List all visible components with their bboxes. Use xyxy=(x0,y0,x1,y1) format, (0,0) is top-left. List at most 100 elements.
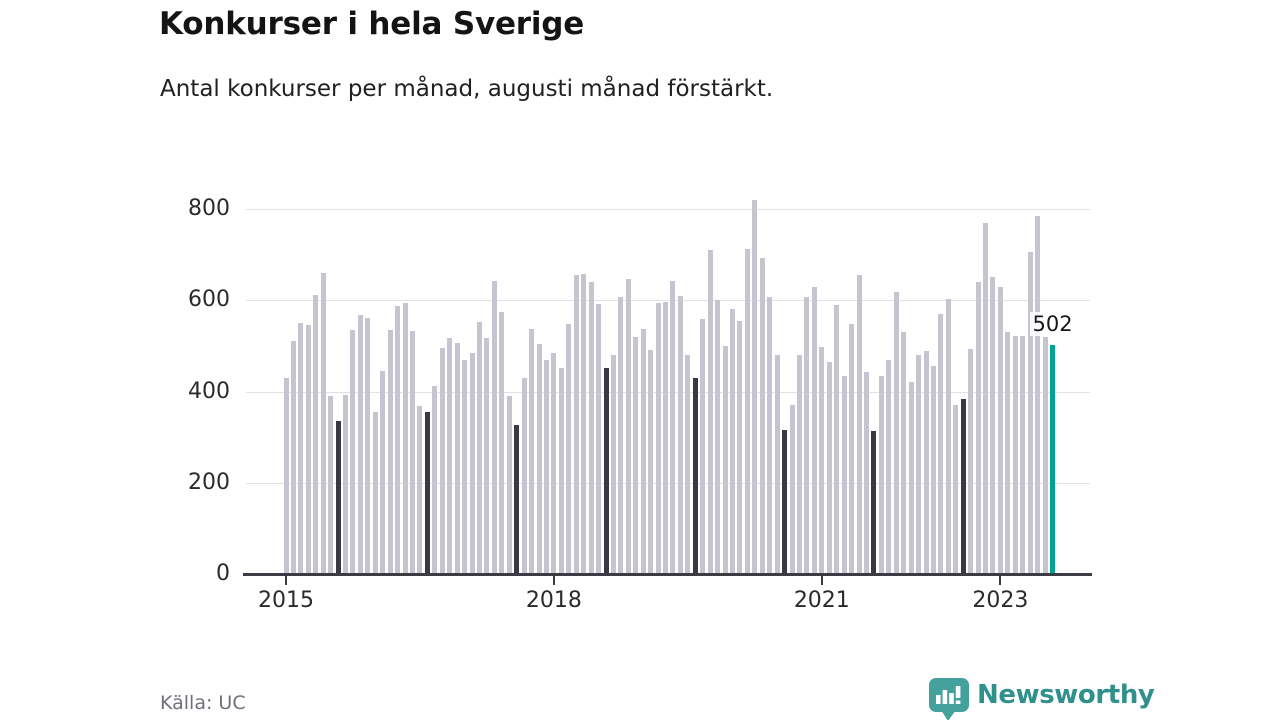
chart-title: Konkurser i hela Sverige xyxy=(159,6,585,42)
bar-month xyxy=(640,328,646,574)
bar-month xyxy=(737,320,743,574)
brand-name: Newsworthy xyxy=(977,680,1155,710)
x-axis-line xyxy=(243,573,1092,576)
y-axis-label: 0 xyxy=(216,561,230,586)
bar-month xyxy=(916,354,922,574)
bar-month xyxy=(313,294,319,574)
bar-month xyxy=(677,295,683,574)
bar-august xyxy=(871,430,877,574)
bar-month xyxy=(625,278,631,574)
bar-month xyxy=(811,287,817,574)
y-axis-label: 400 xyxy=(188,379,230,404)
bar-month xyxy=(380,370,386,574)
bar-month xyxy=(588,282,594,574)
bar-month xyxy=(1027,251,1033,574)
bar-month xyxy=(298,323,304,574)
bar-month xyxy=(715,300,721,574)
bar-month xyxy=(834,304,840,574)
source-label: Källa: UC xyxy=(160,692,246,714)
newsworthy-logo[interactable]: Newsworthy xyxy=(928,676,1155,720)
bar-month xyxy=(633,336,639,574)
chart-subtitle: Antal konkurser per månad, augusti månad… xyxy=(160,76,774,102)
bar-month xyxy=(930,365,936,574)
bar-month xyxy=(663,302,669,574)
x-axis-tick xyxy=(999,576,1002,585)
bar-august xyxy=(603,367,609,574)
bar-month xyxy=(543,360,549,574)
bar-month xyxy=(529,328,535,574)
x-axis-label: 2023 xyxy=(972,588,1029,613)
y-axis-label: 600 xyxy=(188,287,230,312)
value-label: 502 xyxy=(1029,311,1076,336)
x-axis-label: 2018 xyxy=(525,588,582,613)
bar-month xyxy=(1012,335,1018,574)
bar-month xyxy=(387,329,393,574)
bar-month xyxy=(730,309,736,574)
bar-month xyxy=(551,353,557,574)
bar-month xyxy=(402,302,408,574)
bar-month xyxy=(328,396,334,574)
bar-month xyxy=(410,330,415,574)
bar-month xyxy=(789,405,795,574)
bar-month xyxy=(983,222,989,574)
bar-month xyxy=(700,318,706,574)
bar-month xyxy=(283,377,289,574)
x-axis-label: 2015 xyxy=(258,588,314,613)
bar-month xyxy=(878,375,884,574)
newsworthy-speech-bubble-chart-icon xyxy=(929,678,969,720)
gridline xyxy=(246,300,1090,301)
bar-month xyxy=(923,350,929,574)
x-axis-tick xyxy=(820,576,823,585)
bar-month xyxy=(521,377,527,574)
bar-month xyxy=(796,355,802,574)
bar-month xyxy=(573,275,579,574)
bar-month xyxy=(938,314,944,574)
x-axis-label: 2021 xyxy=(793,588,850,613)
bar-month xyxy=(581,273,587,574)
bar-month xyxy=(908,382,914,574)
bar-month xyxy=(357,314,363,574)
bar-month xyxy=(655,302,661,574)
bar-month xyxy=(841,375,847,574)
bar-month xyxy=(558,367,564,574)
bar-month xyxy=(618,297,624,574)
gridline xyxy=(246,209,1090,210)
bar-month xyxy=(506,396,512,574)
bar-month xyxy=(454,343,460,574)
bar-month xyxy=(849,324,855,574)
bar-month xyxy=(417,406,423,574)
bar-month xyxy=(432,386,438,574)
bar-month xyxy=(305,325,311,574)
bar-month xyxy=(499,311,505,574)
bar-month xyxy=(886,360,892,574)
bar-august xyxy=(424,412,430,574)
bar-month xyxy=(774,355,780,574)
bar-month xyxy=(372,412,378,574)
bar-month xyxy=(395,305,401,574)
bar-month xyxy=(670,281,676,574)
y-axis-label: 800 xyxy=(188,196,230,221)
bar-month xyxy=(856,275,862,574)
bar-month xyxy=(365,317,371,574)
bar-month xyxy=(826,361,832,574)
bar-month xyxy=(491,281,497,574)
bar-month xyxy=(893,292,899,574)
bar-august xyxy=(782,429,788,574)
bar-month xyxy=(819,346,825,574)
bar-month xyxy=(290,341,296,574)
bar-month xyxy=(1005,332,1011,574)
bar-month xyxy=(536,343,542,574)
bar-month xyxy=(707,250,713,574)
bar-august xyxy=(692,377,698,574)
bar-month xyxy=(439,347,445,574)
bar-month xyxy=(752,199,758,574)
bar-month xyxy=(469,352,475,574)
y-axis-label: 200 xyxy=(188,470,230,495)
bar-month xyxy=(744,249,750,574)
bar-month xyxy=(759,258,765,574)
bar-month xyxy=(863,371,869,574)
x-axis-tick xyxy=(552,576,555,585)
bar-month xyxy=(1035,215,1041,574)
bar-month xyxy=(997,287,1003,574)
